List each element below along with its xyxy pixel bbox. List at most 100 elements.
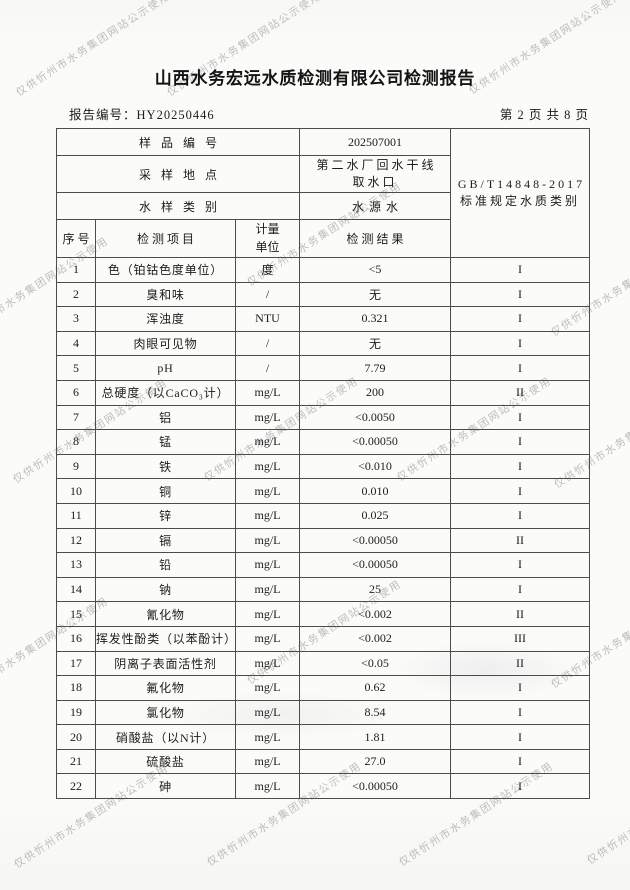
table-row: 10 铜 mg/L 0.010 I — [56, 478, 591, 504]
report-number-label: 报告编号： — [69, 108, 137, 122]
sampling-location-row: 采样地点 第二水厂回水干线 取水口 — [55, 155, 590, 193]
row-item: 铁 — [95, 453, 236, 480]
standard-category-cell: GB/T14848-2017 标准规定水质类别 — [450, 128, 591, 258]
row-result: <0.05 — [299, 650, 452, 677]
table-row: 14 钠 mg/L 25 I — [56, 576, 591, 603]
row-unit: mg/L — [234, 650, 301, 677]
row-item: 镉 — [95, 527, 236, 554]
row-unit: mg/L — [234, 453, 301, 480]
water-category-row: 水样类别 水源水 — [55, 192, 590, 220]
row-result: <0.00050 — [299, 773, 452, 800]
result-rows: 1 色（铂钴色度单位）度 <5 I 2 臭和味 / 无 I 3 浑浊度 NTU 0.321 I 4 肉眼可见物… — [56, 257, 591, 800]
row-item: 钠 — [95, 576, 236, 603]
row-result: <0.002 — [299, 625, 452, 652]
watermark-text: 仅供忻州市水务集团网站公示使用 — [585, 758, 630, 867]
row-item: 锰 — [95, 429, 236, 455]
table-row: 18 氟化物 mg/L 0.62 I — [56, 675, 591, 701]
row-item: 总硬度（以CaCO₃计） — [95, 379, 236, 406]
row-result: 0.025 — [299, 502, 452, 529]
row-unit: / — [234, 355, 301, 381]
table-row: 2 臭和味 / 无 I — [56, 281, 591, 308]
row-result: <0.00050 — [299, 527, 452, 554]
row-no: 15 — [56, 601, 96, 627]
row-result: 200 — [299, 379, 452, 406]
table-row: 16 挥发性酚类（以苯酚计） mg/L <0.002 III — [56, 625, 591, 652]
row-item: 肉眼可见物 — [95, 330, 236, 357]
row-unit: mg/L — [234, 478, 301, 504]
row-no: 18 — [56, 675, 96, 701]
row-item: 臭和味 — [95, 281, 236, 308]
row-unit: mg/L — [234, 724, 301, 750]
row-grade: I — [450, 773, 591, 800]
row-grade: I — [450, 355, 591, 381]
row-item: 氰化物 — [95, 601, 236, 627]
results-table: 样品编号 202507001 GB/T14848-2017 标准规定水质类别 采… — [55, 128, 591, 800]
row-result: 27.0 — [299, 748, 452, 775]
row-unit: mg/L — [234, 625, 301, 652]
row-no: 4 — [56, 330, 96, 357]
col-header-unit: 计量 单位 — [234, 219, 301, 258]
row-result: 7.79 — [299, 355, 452, 381]
row-grade: I — [450, 478, 591, 504]
row-item: 锌 — [95, 502, 236, 529]
row-item: 挥发性酚类（以苯酚计） — [95, 625, 236, 652]
row-unit: mg/L — [234, 502, 301, 529]
row-result: 8.54 — [299, 699, 452, 726]
row-unit: / — [234, 281, 301, 308]
row-grade: I — [450, 453, 591, 480]
row-item: 浑浊度 — [95, 306, 236, 332]
row-result: <0.00050 — [299, 552, 452, 578]
row-unit: mg/L — [234, 773, 301, 800]
table-row: 3 浑浊度 NTU 0.321 I — [56, 306, 591, 332]
row-no: 2 — [56, 281, 96, 308]
row-unit: mg/L — [234, 748, 301, 775]
row-item: 铝 — [95, 404, 236, 431]
water-category-value: 水源水 — [299, 192, 452, 220]
report-number-value: HY20250446 — [136, 108, 215, 122]
table-row: 4 肉眼可见物 / 无 I — [56, 330, 591, 357]
row-no: 7 — [56, 404, 96, 431]
table-row: 12 镉 mg/L <0.00050 II — [56, 527, 591, 554]
row-unit: / — [234, 330, 301, 357]
row-grade: I — [450, 724, 591, 750]
row-grade: I — [450, 306, 591, 332]
row-result: 无 — [299, 330, 452, 357]
water-category-label: 水样类别 — [55, 192, 301, 220]
row-grade: I — [450, 257, 591, 283]
row-result: <5 — [299, 257, 452, 283]
col-header-item: 检测项目 — [95, 219, 236, 258]
page-indicator: 第 2 页 共 8 页 — [499, 108, 589, 122]
row-grade: II — [450, 650, 591, 677]
row-result: 0.321 — [299, 306, 452, 332]
row-item: 铜 — [95, 478, 236, 504]
table-row: 21 硫酸盐 mg/L 27.0 I — [56, 748, 591, 775]
sampling-location-value: 第二水厂回水干线 取水口 — [299, 155, 452, 193]
row-unit: mg/L — [234, 576, 301, 603]
row-unit: mg/L — [234, 404, 301, 431]
row-grade: I — [450, 576, 591, 603]
table-row: 15 氰化物 mg/L <0.002 II — [56, 601, 591, 627]
row-grade: I — [450, 404, 591, 431]
row-result: 0.010 — [299, 478, 452, 504]
row-grade: I — [450, 429, 591, 455]
row-unit: mg/L — [234, 527, 301, 554]
row-no: 16 — [56, 625, 96, 652]
row-item: 氟化物 — [95, 675, 236, 701]
row-item: 铅 — [95, 552, 236, 578]
report-meta: 报告编号：HY20250446 第 2 页 共 8 页 — [56, 104, 589, 123]
table-row: 22 砷 mg/L <0.00050 I — [56, 773, 591, 800]
row-no: 19 — [56, 699, 96, 726]
row-result: <0.0050 — [299, 404, 452, 431]
sampling-location-label: 采样地点 — [55, 155, 301, 193]
row-result: 25 — [299, 576, 452, 603]
row-result: <0.002 — [299, 601, 452, 627]
table-row: 11 锌 mg/L 0.025 I — [56, 502, 591, 529]
row-unit: mg/L — [234, 601, 301, 627]
row-grade: III — [450, 625, 591, 652]
row-item: pH — [95, 355, 236, 381]
row-grade: I — [450, 552, 591, 578]
row-item: 砷 — [95, 773, 236, 800]
row-grade: II — [450, 379, 591, 406]
sample-number-value: 202507001 — [299, 128, 452, 156]
table-row: 8 锰 mg/L <0.00050 I — [56, 429, 591, 455]
